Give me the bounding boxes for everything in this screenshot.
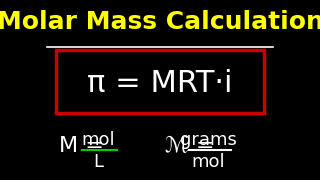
Text: grams: grams [180,131,237,149]
Text: Molar Mass Calculation: Molar Mass Calculation [0,10,320,34]
Text: ℳ =: ℳ = [165,136,214,156]
FancyBboxPatch shape [56,50,264,113]
Text: mol: mol [82,131,115,149]
Text: M =: M = [59,136,104,156]
Text: L: L [93,153,103,171]
Text: mol: mol [191,153,225,171]
Text: π = MRT·i: π = MRT·i [87,69,233,98]
